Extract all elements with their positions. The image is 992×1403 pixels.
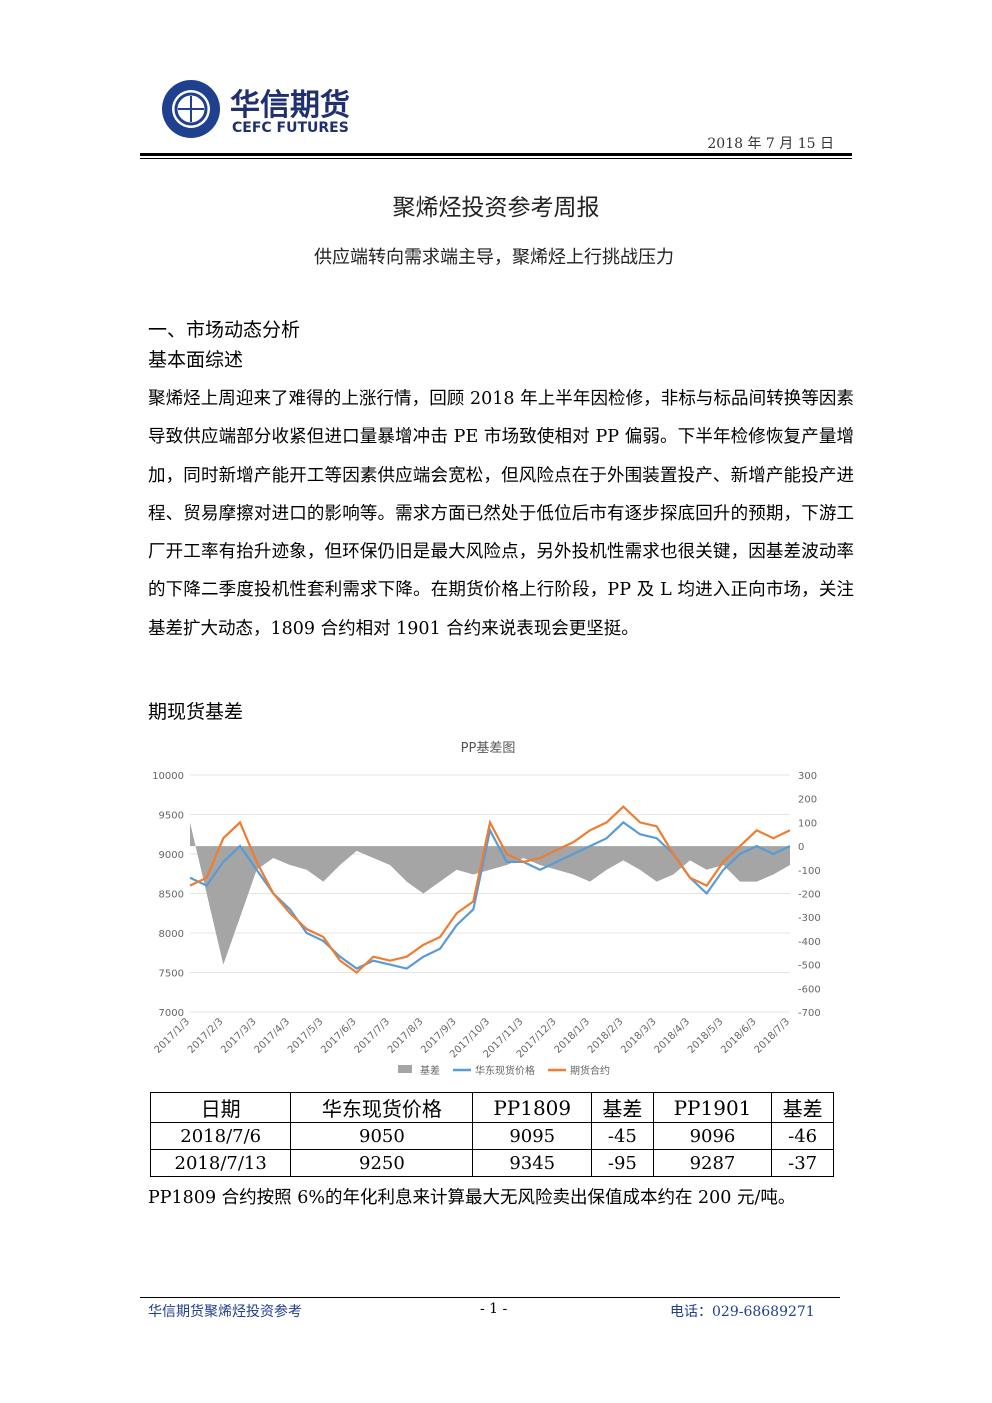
logo-icon [162,80,220,138]
y-tick-label: 10000 [152,771,184,782]
y-tick-label: 9500 [159,811,184,822]
basis-area [190,822,790,965]
table-cell: -46 [771,1122,834,1150]
page-number: - 1 - [480,1301,508,1317]
x-tick-label: 2017/7/3 [353,1016,393,1056]
table-cell: -95 [591,1149,654,1177]
footer-right: 电话：029-68689271 [670,1304,815,1320]
y2-tick-label: 100 [798,818,817,829]
table-header-cell: PP1901 [652,1092,773,1123]
chart-title: PP基差图 [461,741,516,756]
doc-title: 聚烯烃投资参考周报 [392,195,600,221]
subsection-heading: 基本面综述 [148,349,244,371]
header-date: 2018 年 7 月 15 日 [707,136,834,152]
legend-label: 期货合约 [570,1064,610,1077]
table-row: 日期 华东现货价格 PP1809 基差 PP1901 基差 [149,1092,834,1123]
table-cell: -37 [771,1149,834,1177]
table-cell: 9095 [472,1122,593,1150]
table-header-cell: 日期 [149,1092,292,1123]
table-row: 2018/7/13 9250 9345 -95 9287 -37 [149,1149,834,1177]
y-tick-label: 8000 [159,929,184,940]
y2-tick-label: 300 [798,771,817,782]
table-cell: 2018/7/13 [149,1149,292,1177]
x-tick-label: 2017/5/3 [286,1016,326,1056]
x-tick-label: 2018/4/3 [653,1016,693,1056]
table-cell: 2018/7/6 [149,1122,292,1150]
y2-tick-label: 200 [798,795,817,806]
table-cell: 9096 [652,1122,773,1150]
y2-tick-label: 0 [798,842,804,853]
x-tick-label: 2017/2/3 [186,1016,226,1056]
x-tick-label: 2017/8/3 [386,1016,426,1056]
price-line [189,805,791,974]
paragraph: 聚烯烃上周迎来了难得的上涨行情，回顾 2018 年上半年因检修，非标与标品间转换… [148,389,854,639]
footer-rule [140,1297,840,1298]
table-cell: 9050 [290,1122,474,1150]
data-table: 日期 华东现货价格 PP1809 基差 PP1901 基差 2018/7/6 9050 9095… [149,1092,834,1177]
x-tick-label: 2017/6/3 [319,1016,359,1056]
legend-label: 基差 [420,1064,440,1077]
chart: PP基差图 7000 7500 8000 8500 9000 9500 10000 -700 -… [152,741,821,1077]
table-cell: 9250 [290,1149,474,1177]
x-tick-label: 2018/1/3 [553,1016,593,1056]
legend-swatch [398,1065,412,1073]
table-header-cell: 华东现货价格 [290,1092,474,1123]
x-tick-label: 2017/4/3 [253,1016,293,1056]
y2-tick-label: -600 [798,984,821,995]
footer-left: 华信期货聚烯烃投资参考 [148,1304,302,1320]
x-tick-label: 2018/5/3 [686,1016,726,1056]
table-cell: 9287 [652,1149,773,1177]
x-tick-label: 2018/6/3 [719,1016,759,1056]
table-cell: -45 [591,1122,654,1150]
logo-cn: 华信期货 [230,88,350,123]
y2-tick-label: -200 [798,890,821,901]
doc-subtitle: 供应端转向需求端主导，聚烯烃上行挑战压力 [314,247,674,268]
price-line [189,820,791,970]
x-tick-label: 2018/2/3 [586,1016,626,1056]
y-tick-label: 9000 [159,850,184,861]
legend-label: 华东现货价格 [475,1064,535,1077]
subsection-heading: 期现货基差 [148,701,244,723]
x-tick-label: 2017/3/3 [219,1016,259,1056]
y-tick-label: 7500 [159,969,184,980]
table-row: 2018/7/6 9050 9095 -45 9096 -46 [149,1122,834,1150]
y2-tick-label: -400 [798,937,821,948]
y2-tick-label: -300 [798,913,821,924]
y-tick-label: 8500 [159,890,184,901]
y2-tick-label: -500 [798,961,821,972]
section-heading: 一、市场动态分析 [148,319,301,341]
y2-tick-label: -700 [798,1008,821,1019]
table-header-cell: 基差 [771,1092,834,1123]
table-header-cell: 基差 [591,1092,654,1123]
y-tick-label: 7000 [159,1008,184,1019]
table-header-cell: PP1809 [472,1092,593,1123]
logo-en: CEFC FUTURES [232,120,349,136]
x-tick-label: 2017/1/3 [153,1016,193,1056]
table-cell: 9345 [472,1149,593,1177]
y2-tick-label: -100 [798,866,821,877]
header-rule [140,153,852,159]
x-tick-label: 2018/7/3 [753,1016,793,1056]
x-tick-label: 2018/3/3 [619,1016,659,1056]
note: PP1809 合约按照 6%的年化利息来计算最大无风险卖出保值成本约在 200 … [148,1188,796,1208]
